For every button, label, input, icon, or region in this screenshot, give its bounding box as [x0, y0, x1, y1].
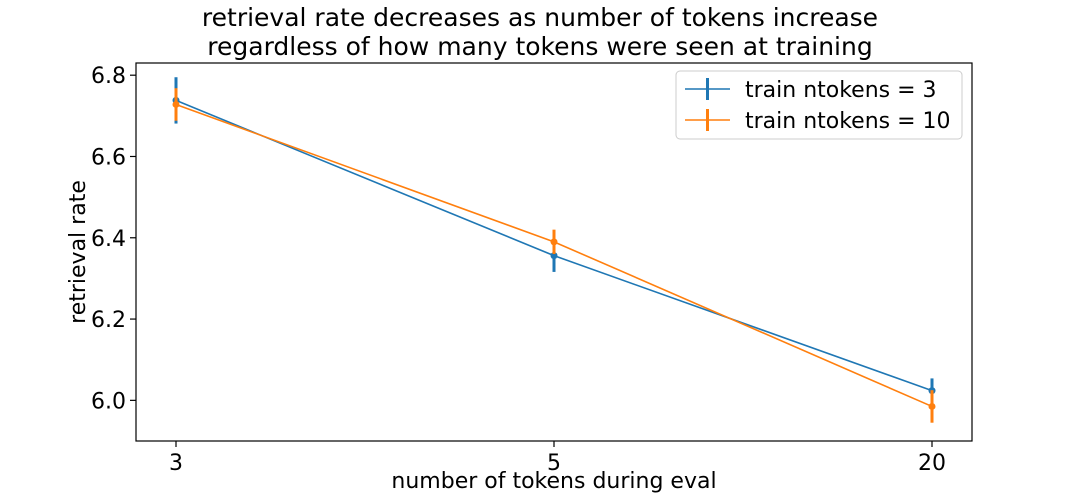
data-point — [928, 402, 936, 410]
legend-label: train ntokens = 3 — [745, 78, 937, 103]
legend-box — [675, 70, 963, 140]
x-tick-label: 3 — [169, 451, 183, 476]
legend-label: train ntokens = 10 — [745, 109, 951, 134]
y-tick-label: 6.6 — [91, 145, 126, 170]
axes: 3 5 20 6.0 6.2 6.4 6.6 6.8 — [91, 64, 946, 476]
chart-marks — [172, 77, 936, 423]
chart-title-line-1: retrieval rate decreases as number of to… — [201, 3, 879, 32]
y-axis-label: retrieval rate — [66, 180, 91, 324]
y-tick-label: 6.8 — [91, 64, 126, 89]
x-tick-label: 20 — [918, 451, 946, 476]
legend: train ntokens = 3 train ntokens = 10 — [675, 70, 963, 140]
series-2 — [172, 88, 936, 423]
chart-title-line-2: regardless of how many tokens were seen … — [207, 32, 873, 61]
data-point — [550, 252, 558, 260]
data-point — [172, 100, 180, 108]
y-tick-label: 6.2 — [91, 308, 126, 333]
y-tick-label: 6.4 — [91, 227, 126, 252]
y-tick-label: 6.0 — [91, 389, 126, 414]
data-point — [550, 238, 558, 246]
x-tick-label: 5 — [547, 451, 561, 476]
x-axis-label: number of tokens during eval — [391, 469, 716, 494]
